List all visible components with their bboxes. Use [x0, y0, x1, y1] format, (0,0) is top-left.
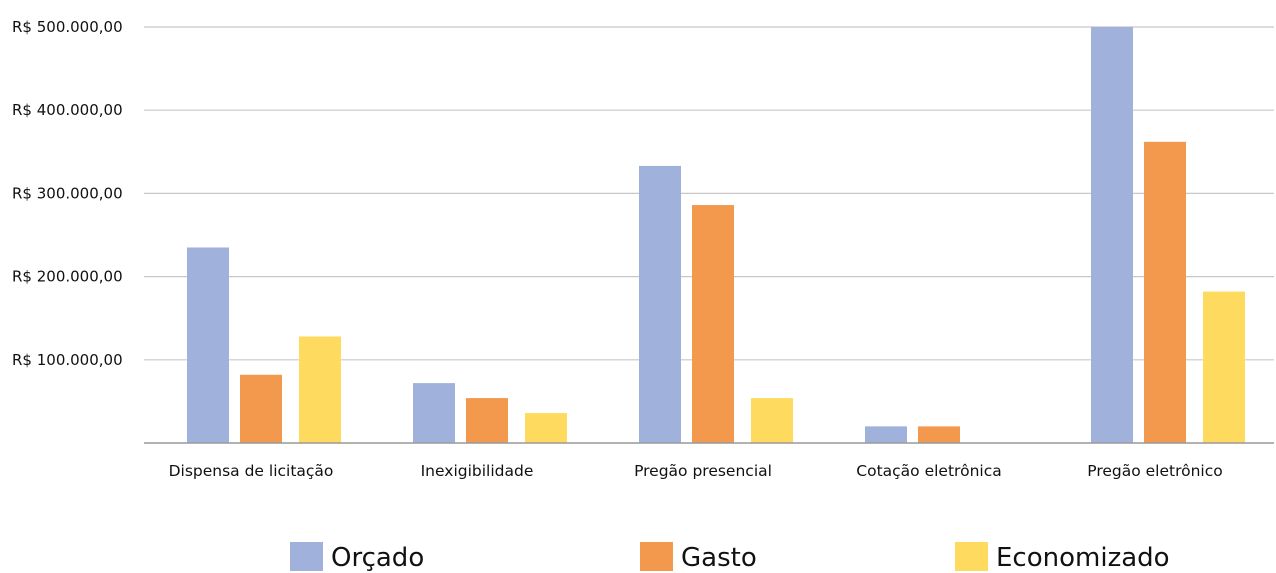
x-category-label: Pregão presencial [634, 462, 772, 480]
legend-label: Gasto [681, 543, 757, 573]
bar-orçado-0 [187, 247, 229, 443]
y-tick-label: R$ 400.000,00 [12, 101, 123, 119]
y-tick-label: R$ 100.000,00 [12, 351, 123, 369]
legend-swatch-gasto [640, 542, 673, 571]
y-tick-label: R$ 200.000,00 [12, 268, 123, 286]
bar-economizado-4 [1203, 291, 1245, 443]
x-axis-category-labels: Dispensa de licitação Inexigibilidade Preg… [169, 462, 1223, 480]
legend-label: Economizado [996, 543, 1170, 573]
bar-gasto-2 [692, 205, 734, 443]
x-category-label: Inexigibilidade [421, 462, 534, 480]
bar-gasto-4 [1144, 141, 1186, 444]
y-tick-label: R$ 300.000,00 [12, 184, 123, 202]
bar-orçado-3 [865, 426, 907, 443]
y-axis-tick-labels: R$ 100.000,00 R$ 200.000,00 R$ 300.000,00 R… [12, 18, 123, 369]
bar-gasto-0 [240, 374, 282, 443]
legend-swatch-orçado [290, 542, 323, 571]
legend-label: Orçado [331, 543, 424, 573]
bar-economizado-1 [525, 413, 567, 443]
bar-orçado-4 [1091, 27, 1133, 443]
y-tick-label: R$ 500.000,00 [12, 18, 123, 36]
bar-economizado-0 [299, 336, 341, 443]
bars [187, 27, 1245, 444]
bar-gasto-3 [918, 426, 960, 443]
bar-economizado-2 [751, 398, 793, 443]
bar-orçado-1 [413, 383, 455, 443]
legend-swatch-economizado [955, 542, 988, 571]
bar-gasto-1 [466, 398, 508, 443]
bar-orçado-2 [639, 165, 681, 443]
x-category-label: Pregão eletrônico [1087, 462, 1223, 480]
gridlines [144, 26, 1274, 361]
x-category-label: Dispensa de licitação [169, 462, 334, 480]
legend: Orçado Gasto Economizado [290, 542, 1170, 573]
x-category-label: Cotação eletrônica [856, 462, 1001, 480]
